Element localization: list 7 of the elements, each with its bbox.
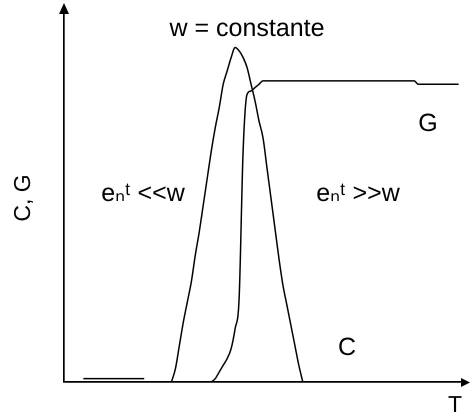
annotation: eₙᵗ <<w: [101, 178, 186, 207]
annotation: eₙᵗ >>w: [316, 178, 401, 207]
series-label: C: [338, 332, 356, 361]
text: w = constante: [168, 14, 324, 42]
y-axis-title: C, G: [8, 174, 35, 222]
x-axis-title: T: [448, 390, 462, 417]
series-label: G: [418, 108, 438, 137]
